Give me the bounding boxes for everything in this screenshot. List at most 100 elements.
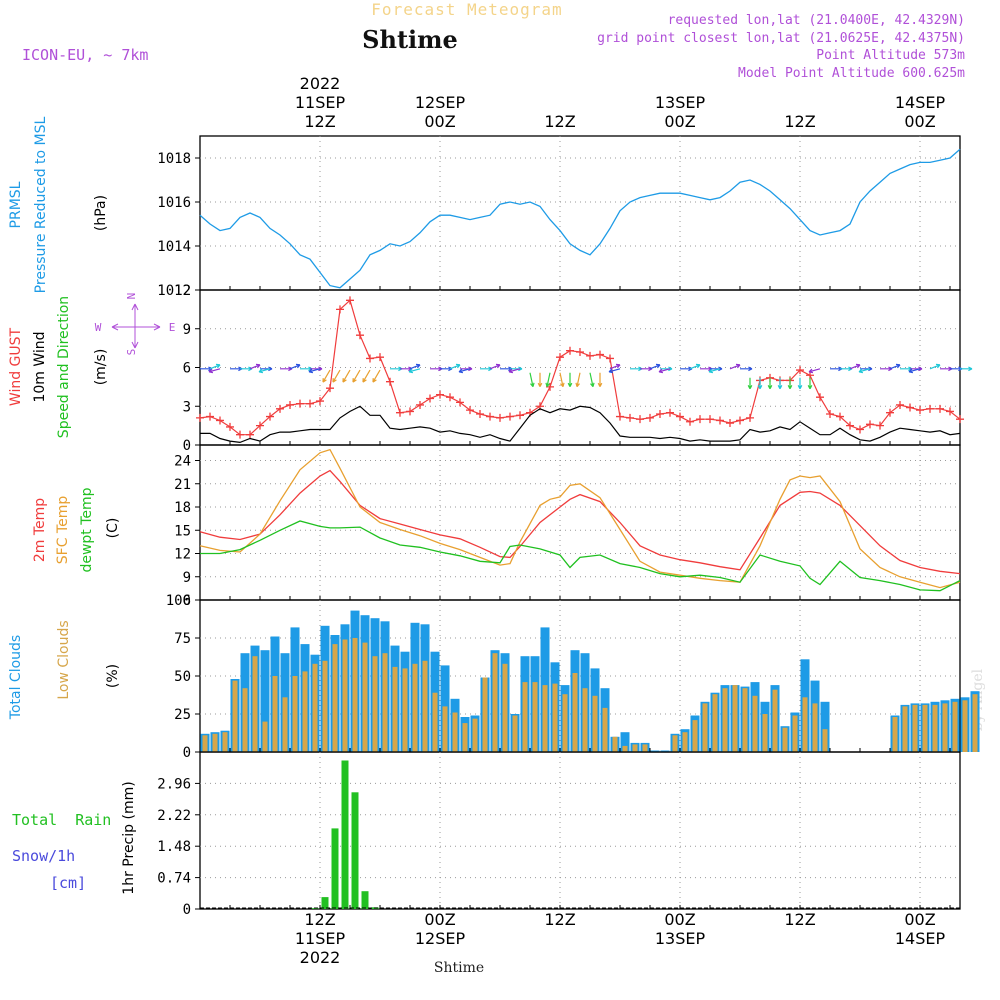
gust-marker <box>226 422 234 431</box>
gust-marker <box>346 296 354 305</box>
wind-direction-arrow <box>458 368 471 374</box>
precip-ytick-label: 0 <box>183 902 191 918</box>
bottom-axis-label: 13SEP <box>655 929 706 948</box>
low-cloud-bar <box>952 701 958 752</box>
gust-marker <box>666 408 674 417</box>
wind-ytick-label: 0 <box>183 438 191 454</box>
gust-marker <box>296 399 304 408</box>
gust-marker <box>956 415 964 424</box>
top-axis-label: 11SEP <box>295 93 346 112</box>
gust-marker <box>316 397 324 406</box>
wind-direction-arrow <box>352 369 361 383</box>
temp-label-dewpt: dewpt Temp <box>79 487 95 572</box>
bottom-axis-label: 12Z <box>304 910 335 929</box>
precip-ytick-label: 2.22 <box>157 808 191 824</box>
low-cloud-bar <box>592 695 598 752</box>
low-cloud-bar <box>542 685 548 752</box>
wind-direction-arrow <box>559 372 565 388</box>
wind-unit: (m/s) <box>93 349 109 386</box>
gust-marker <box>336 305 344 314</box>
gust-marker <box>906 403 914 412</box>
low-cloud-bar <box>262 721 268 752</box>
bottom-axis-label: 00Z <box>424 910 455 929</box>
gust-marker <box>556 353 564 362</box>
gust-marker <box>886 408 894 417</box>
temp-label-2m: 2m Temp <box>32 498 48 562</box>
gust-marker <box>516 411 524 420</box>
wind-ytick-label: 6 <box>183 361 191 377</box>
low-cloud-bar <box>412 663 418 752</box>
gust-marker <box>236 430 244 439</box>
low-cloud-bar <box>442 706 448 752</box>
total-cloud-bar <box>260 650 270 752</box>
gust-marker <box>366 354 374 363</box>
low-cloud-bar <box>322 660 328 752</box>
low-cloud-bar <box>332 644 338 752</box>
wind-direction-arrow <box>767 377 773 390</box>
low-cloud-bar <box>682 732 688 752</box>
compass-n: N <box>125 293 138 300</box>
wind-direction-arrow <box>889 363 901 370</box>
wind-direction-arrow <box>449 363 461 370</box>
gust-marker <box>926 404 934 413</box>
gust-marker <box>496 413 504 422</box>
wind-panel: Wind GUST 10m Wind Speed and Direction (… <box>8 283 973 454</box>
low-cloud-bar <box>672 735 678 752</box>
low-cloud-bar <box>382 653 388 752</box>
wind-label-10m: 10m Wind <box>32 331 48 402</box>
gust-marker <box>646 413 654 422</box>
gust-marker <box>796 366 804 375</box>
gust-marker <box>626 413 634 422</box>
wind-direction-arrow <box>537 372 543 387</box>
low-cloud-bar <box>352 638 358 752</box>
low-cloud-bar <box>422 660 428 752</box>
low-cloud-bar <box>752 695 758 752</box>
wind-direction-arrow <box>372 369 381 383</box>
gust-marker <box>506 412 514 421</box>
temp-ytick-label: 6 <box>183 593 191 609</box>
top-axis-label: 12Z <box>544 112 575 131</box>
low-cloud-bar <box>572 673 578 752</box>
low-cloud-bar <box>582 688 588 752</box>
model-altitude: Model Point Altitude 600.625m <box>738 66 965 81</box>
wind-direction-arrow <box>729 363 741 370</box>
gust-marker <box>616 412 624 421</box>
gust-marker <box>256 421 264 430</box>
gust-marker <box>696 415 704 424</box>
low-cloud-bar <box>712 694 718 752</box>
rain-bar <box>311 908 319 909</box>
wind-direction-arrow <box>545 372 551 388</box>
low-cloud-bar <box>282 697 288 752</box>
clouds-ytick-label: 50 <box>174 669 191 685</box>
precip-panel: Total Rain Snow/1h [cm] 1hr Precip (mm) … <box>12 751 961 918</box>
low-cloud-bar <box>242 688 248 752</box>
low-cloud-bar <box>612 736 618 752</box>
temp-ytick-label: 18 <box>174 500 191 516</box>
pressure-ytick-label: 1018 <box>157 151 191 167</box>
gust-marker <box>816 393 824 402</box>
precip-ytick-label: 0.74 <box>157 871 191 887</box>
low-cloud-bar <box>482 677 488 752</box>
gust-marker <box>726 419 734 428</box>
gust-marker <box>736 416 744 425</box>
low-cloud-bar <box>232 680 238 752</box>
low-cloud-bar <box>692 720 698 752</box>
wind-direction-arrow <box>689 363 701 370</box>
low-cloud-bar <box>302 671 308 752</box>
compass-rose: W E N S <box>95 293 176 356</box>
wind-direction-arrow <box>908 368 921 374</box>
rain-bar <box>351 792 359 909</box>
wind-ytick-label: 3 <box>183 399 191 415</box>
point-altitude: Point Altitude 573m <box>816 48 965 63</box>
gust-marker <box>606 354 614 363</box>
gust-marker <box>916 406 924 415</box>
low-cloud-bar <box>892 717 898 752</box>
pressure-label-msl: Pressure Reduced to MSL <box>33 116 49 293</box>
wind-direction-arrow <box>209 363 221 370</box>
low-cloud-bar <box>312 663 318 752</box>
precip-ytick-label: 1.48 <box>157 839 191 855</box>
wind-label-direction: Speed and Direction <box>56 296 72 438</box>
low-cloud-bar <box>252 656 258 752</box>
clouds-unit: (%) <box>105 664 121 688</box>
